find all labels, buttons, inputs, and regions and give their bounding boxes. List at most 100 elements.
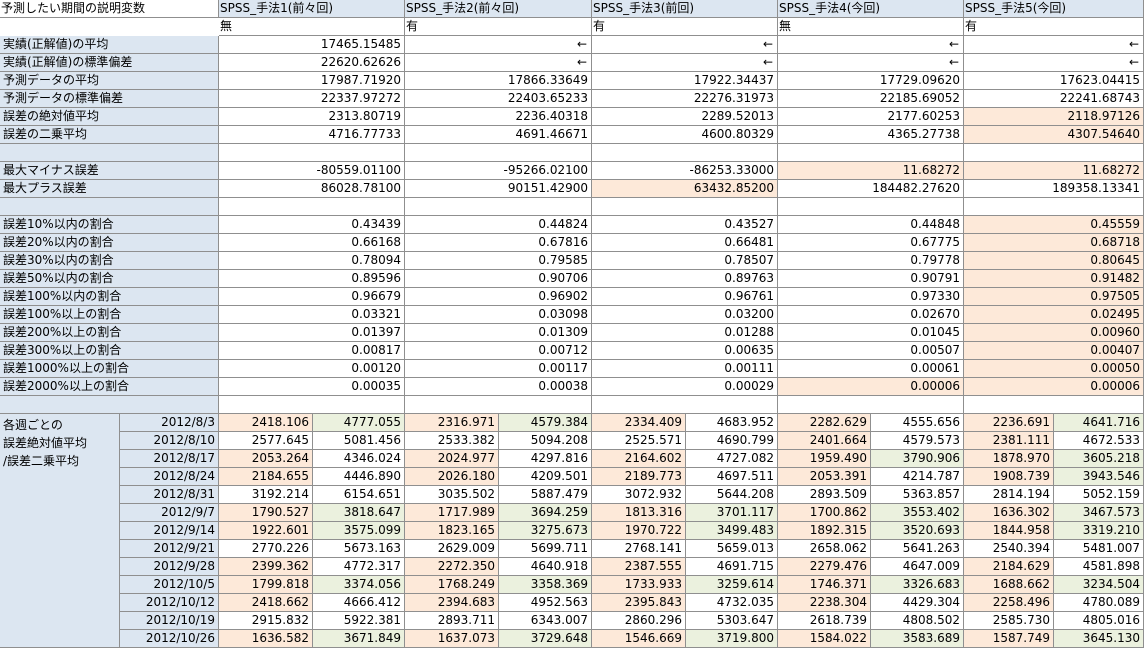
week-value[interactable]: 2184.629: [964, 558, 1054, 576]
metric-value[interactable]: 0.97330: [778, 288, 964, 306]
blank-cell[interactable]: [405, 396, 592, 414]
method-header-4[interactable]: SPSS_手法4(今回): [778, 0, 964, 18]
metric-value[interactable]: 0.00111: [592, 360, 778, 378]
blank-cell[interactable]: [964, 396, 1144, 414]
week-value[interactable]: 5922.381: [313, 612, 405, 630]
week-value[interactable]: 3358.369: [499, 576, 592, 594]
week-value[interactable]: 3671.849: [313, 630, 405, 648]
week-value[interactable]: 3583.689: [871, 630, 964, 648]
metric-value[interactable]: 11.68272: [964, 162, 1144, 180]
week-value[interactable]: 2915.832: [219, 612, 313, 630]
week-value[interactable]: 2585.730: [964, 612, 1054, 630]
week-value[interactable]: 5659.013: [686, 540, 778, 558]
week-value[interactable]: 2258.496: [964, 594, 1054, 612]
weekly-label-cell[interactable]: [0, 414, 120, 648]
metric-value[interactable]: 0.03321: [219, 306, 405, 324]
week-value[interactable]: 4808.502: [871, 612, 964, 630]
metric-value[interactable]: 0.00117: [405, 360, 592, 378]
week-value[interactable]: 2026.180: [405, 468, 499, 486]
metric-value[interactable]: 0.01045: [778, 324, 964, 342]
week-value[interactable]: 1813.316: [592, 504, 686, 522]
method-header-5[interactable]: SPSS_手法5(今回): [964, 0, 1144, 18]
metric-value[interactable]: ←: [778, 36, 964, 54]
week-value[interactable]: 3467.573: [1054, 504, 1144, 522]
week-value[interactable]: 1746.371: [778, 576, 871, 594]
week-value[interactable]: 1823.165: [405, 522, 499, 540]
week-value[interactable]: 4581.898: [1054, 558, 1144, 576]
week-value[interactable]: 2024.977: [405, 450, 499, 468]
week-value[interactable]: 5641.263: [871, 540, 964, 558]
blank-cell[interactable]: [778, 144, 964, 162]
week-value[interactable]: 2814.194: [964, 486, 1054, 504]
week-value[interactable]: 1546.669: [592, 630, 686, 648]
blank-cell[interactable]: [592, 144, 778, 162]
week-value[interactable]: 6343.007: [499, 612, 592, 630]
metric-label[interactable]: 予測データの標準偏差: [0, 90, 219, 108]
method-header-1[interactable]: SPSS_手法1(前々回): [219, 0, 405, 18]
metric-value[interactable]: 0.96902: [405, 288, 592, 306]
week-value[interactable]: 2893.509: [778, 486, 871, 504]
metric-value[interactable]: 0.00038: [405, 378, 592, 396]
week-value[interactable]: 2768.141: [592, 540, 686, 558]
week-value[interactable]: 4555.656: [871, 414, 964, 432]
metric-label[interactable]: 誤差30%以内の割合: [0, 252, 219, 270]
week-date[interactable]: 2012/9/21: [120, 540, 219, 558]
metric-value[interactable]: 0.00029: [592, 378, 778, 396]
metric-value[interactable]: 0.00407: [964, 342, 1144, 360]
week-value[interactable]: 2316.971: [405, 414, 499, 432]
week-value[interactable]: 5481.007: [1054, 540, 1144, 558]
metric-value[interactable]: 0.02495: [964, 306, 1144, 324]
week-value[interactable]: 1799.818: [219, 576, 313, 594]
week-value[interactable]: 3790.906: [871, 450, 964, 468]
blank-cell[interactable]: [0, 198, 219, 216]
week-value[interactable]: 3694.259: [499, 504, 592, 522]
metric-value[interactable]: 2236.40318: [405, 108, 592, 126]
week-value[interactable]: 6154.651: [313, 486, 405, 504]
week-value[interactable]: 3729.648: [499, 630, 592, 648]
metric-value[interactable]: 0.00507: [778, 342, 964, 360]
week-value[interactable]: 2577.645: [219, 432, 313, 450]
metric-value[interactable]: 22276.31973: [592, 90, 778, 108]
metric-value[interactable]: 0.89763: [592, 270, 778, 288]
week-value[interactable]: 4346.024: [313, 450, 405, 468]
week-value[interactable]: 1637.073: [405, 630, 499, 648]
week-value[interactable]: 4697.511: [686, 468, 778, 486]
week-value[interactable]: 2540.394: [964, 540, 1054, 558]
week-value[interactable]: 2164.602: [592, 450, 686, 468]
metric-value[interactable]: 0.00960: [964, 324, 1144, 342]
week-value[interactable]: 3605.218: [1054, 450, 1144, 468]
metric-value[interactable]: 184482.27620: [778, 180, 964, 198]
metric-value[interactable]: ←: [405, 54, 592, 72]
metric-value[interactable]: 4600.80329: [592, 126, 778, 144]
week-value[interactable]: 4952.563: [499, 594, 592, 612]
week-value[interactable]: 1922.601: [219, 522, 313, 540]
metric-value[interactable]: 22185.69052: [778, 90, 964, 108]
week-value[interactable]: 1700.862: [778, 504, 871, 522]
metric-value[interactable]: ←: [778, 54, 964, 72]
week-value[interactable]: 1959.490: [778, 450, 871, 468]
week-value[interactable]: 1970.722: [592, 522, 686, 540]
week-value[interactable]: 2395.843: [592, 594, 686, 612]
metric-value[interactable]: 17922.34437: [592, 72, 778, 90]
week-value[interactable]: 4446.890: [313, 468, 405, 486]
week-value[interactable]: 3719.800: [686, 630, 778, 648]
blank-cell[interactable]: [219, 396, 405, 414]
blank-cell[interactable]: [592, 198, 778, 216]
metric-label[interactable]: 誤差100%以内の割合: [0, 288, 219, 306]
metric-value[interactable]: ←: [405, 36, 592, 54]
week-value[interactable]: 3943.546: [1054, 468, 1144, 486]
metric-value[interactable]: 0.91482: [964, 270, 1144, 288]
metric-value[interactable]: 0.96679: [219, 288, 405, 306]
method-header-2[interactable]: SPSS_手法2(前々回): [405, 0, 592, 18]
metric-value[interactable]: 22241.68743: [964, 90, 1144, 108]
week-value[interactable]: 3701.117: [686, 504, 778, 522]
week-value[interactable]: 2394.683: [405, 594, 499, 612]
week-value[interactable]: 2618.739: [778, 612, 871, 630]
week-date[interactable]: 2012/8/31: [120, 486, 219, 504]
explanatory-value[interactable]: 無: [778, 18, 964, 36]
metric-value[interactable]: 0.44848: [778, 216, 964, 234]
week-value[interactable]: 2533.382: [405, 432, 499, 450]
metric-value[interactable]: 2177.60253: [778, 108, 964, 126]
week-value[interactable]: 5887.479: [499, 486, 592, 504]
metric-value[interactable]: 17866.33649: [405, 72, 592, 90]
